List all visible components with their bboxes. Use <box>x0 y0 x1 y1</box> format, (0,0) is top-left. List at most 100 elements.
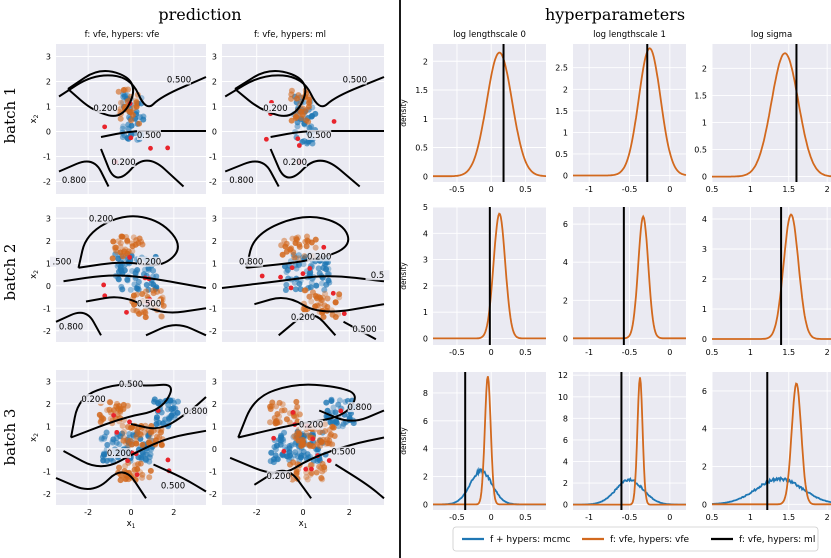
panel-background <box>712 207 831 345</box>
data-point <box>289 476 296 483</box>
y-tick-label: 2 <box>563 85 568 94</box>
data-point <box>107 399 114 406</box>
y-tick-label: 2 <box>423 282 428 291</box>
contour-label: 0.800 <box>239 258 263 268</box>
y-tick-label: 4 <box>563 258 568 267</box>
data-point <box>293 398 300 405</box>
x-tick-label: 0.5 <box>706 513 719 522</box>
data-point <box>335 401 342 408</box>
data-point <box>117 243 124 250</box>
data-point <box>120 437 127 444</box>
data-point <box>132 462 139 469</box>
x-tick-label: 0 <box>300 508 305 517</box>
inducing-point <box>127 254 133 260</box>
inducing-point <box>310 436 316 442</box>
data-point <box>321 286 328 293</box>
contour-label: 0.500 <box>161 481 185 491</box>
contour-label: 0.500 <box>137 131 161 141</box>
contour-line <box>224 160 280 187</box>
data-point <box>295 261 302 268</box>
y-tick-label: 0 <box>563 501 568 510</box>
contour-label-bg <box>342 74 367 85</box>
data-point <box>156 434 163 441</box>
contour-label-bg <box>183 406 208 417</box>
y-axis-label: x2 <box>29 433 40 442</box>
inducing-point <box>102 124 108 130</box>
data-point <box>332 314 339 321</box>
hyper-panel: 0.5 1 1.5 2 0 1 2 3 4 <box>702 207 831 357</box>
data-point <box>292 449 299 456</box>
data-point <box>129 240 136 247</box>
contour-label: 0.5 <box>371 271 385 281</box>
inducing-point <box>295 136 301 142</box>
y-tick-label: 0 <box>423 500 428 509</box>
data-point <box>120 434 127 441</box>
inducing-point <box>296 143 302 148</box>
inducing-point <box>271 435 277 441</box>
hyper-panel: -0.5 0 0.5 0 2 4 6 8 density <box>399 372 546 522</box>
data-point <box>321 466 328 473</box>
y-tick-label: -2 <box>209 490 217 499</box>
data-point <box>137 430 144 437</box>
data-point <box>146 474 153 481</box>
y-tick-label: 0 <box>212 128 217 137</box>
data-point <box>130 105 137 112</box>
data-point <box>297 454 304 461</box>
data-point <box>279 251 286 258</box>
data-point <box>313 282 320 289</box>
data-point <box>118 233 125 240</box>
data-point <box>330 419 337 426</box>
data-point <box>267 419 274 426</box>
inducing-point <box>303 466 309 472</box>
vfe-density-line <box>573 214 686 340</box>
data-point <box>117 105 124 112</box>
data-point <box>335 311 342 318</box>
y-tick-label: -1 <box>43 467 51 476</box>
inducing-point <box>125 458 131 464</box>
inducing-point <box>321 244 327 250</box>
data-point <box>128 117 135 124</box>
data-point <box>143 281 150 288</box>
y-axis-label-sub: 2 <box>33 270 40 274</box>
x-tick-label: 1.5 <box>782 513 795 522</box>
data-point <box>305 138 312 145</box>
data-point <box>272 446 279 453</box>
inducing-point <box>338 408 344 414</box>
contour-label-bg <box>81 394 106 405</box>
data-point <box>336 291 343 298</box>
hyper-panel: -0.5 0 0.5 0 0.5 1 1.5 2 density <box>399 44 546 194</box>
contour-label: 0.200 <box>291 313 315 323</box>
y-tick-label: 0 <box>46 445 51 454</box>
y-tick-label: 0 <box>46 128 51 137</box>
y-tick-label: -1 <box>209 467 217 476</box>
data-point <box>307 443 314 450</box>
data-point <box>118 99 125 106</box>
x-tick-label: 0 <box>489 513 494 522</box>
contour-label: 0.200 <box>81 395 105 405</box>
data-point <box>133 440 140 447</box>
inducing-point <box>111 412 117 418</box>
data-point <box>116 464 123 471</box>
data-point <box>119 125 126 132</box>
batch-label-3: batch 3 <box>1 409 19 466</box>
data-point <box>319 468 326 475</box>
data-point <box>132 270 139 277</box>
data-point <box>294 466 301 473</box>
data-point <box>145 266 152 273</box>
data-point <box>292 286 299 293</box>
vfe-density-line <box>573 377 686 506</box>
contour-line <box>270 130 384 138</box>
data-point <box>157 287 164 294</box>
data-point <box>318 438 325 445</box>
y-tick-label: -2 <box>43 490 51 499</box>
y-tick-label: 2 <box>702 64 707 73</box>
pred-col-title-2: f: vfe, hypers: ml <box>254 30 326 40</box>
y-tick-label: 2.5 <box>555 64 568 73</box>
data-point <box>305 238 312 245</box>
hyper-panel: -0.5 0 0.5 0 1 2 3 4 5 density <box>399 203 546 357</box>
y-tick-label: 2 <box>563 296 568 305</box>
contour-label-bg <box>263 103 288 113</box>
contour-line <box>229 436 385 474</box>
data-point <box>150 290 157 297</box>
